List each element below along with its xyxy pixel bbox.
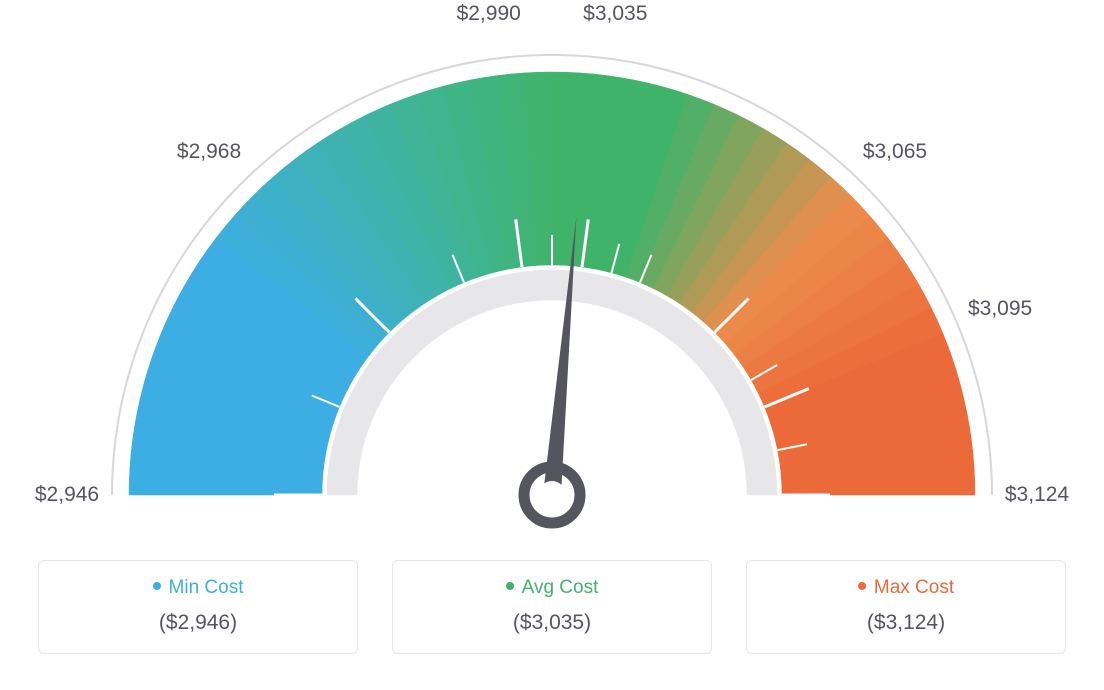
dot-icon bbox=[153, 582, 161, 590]
legend-title-min: Min Cost bbox=[39, 577, 357, 599]
legend-title-max-text: Max Cost bbox=[874, 577, 954, 598]
legend-title-min-text: Min Cost bbox=[169, 577, 244, 598]
legend-card-min: Min Cost ($2,946) bbox=[38, 560, 358, 654]
legend-title-max: Max Cost bbox=[747, 577, 1065, 599]
legend-title-avg: Avg Cost bbox=[393, 577, 711, 599]
gauge-svg bbox=[0, 0, 1104, 560]
gauge-chart: $2,946 $2,968 $2,990 $3,035 $3,065 $3,095 $3,1… bbox=[0, 0, 1104, 560]
gauge-tick-label: $2,968 bbox=[177, 140, 241, 164]
gauge-tick-label: $2,946 bbox=[35, 483, 99, 507]
gauge-tick-label: $3,065 bbox=[863, 140, 927, 164]
dot-icon bbox=[858, 582, 866, 590]
legend-value-avg: ($3,035) bbox=[393, 611, 711, 635]
gauge-tick-label: $3,035 bbox=[583, 2, 647, 26]
legend-title-avg-text: Avg Cost bbox=[522, 577, 599, 598]
dot-icon bbox=[506, 582, 514, 590]
gauge-tick-label: $3,095 bbox=[968, 297, 1032, 321]
gauge-tick-label: $2,990 bbox=[457, 2, 521, 26]
legend-value-min: ($2,946) bbox=[39, 611, 357, 635]
legend-row: Min Cost ($2,946) Avg Cost ($3,035) Max … bbox=[0, 560, 1104, 684]
legend-value-max: ($3,124) bbox=[747, 611, 1065, 635]
legend-card-avg: Avg Cost ($3,035) bbox=[392, 560, 712, 654]
legend-card-max: Max Cost ($3,124) bbox=[746, 560, 1066, 654]
gauge-tick-label: $3,124 bbox=[1005, 483, 1069, 507]
